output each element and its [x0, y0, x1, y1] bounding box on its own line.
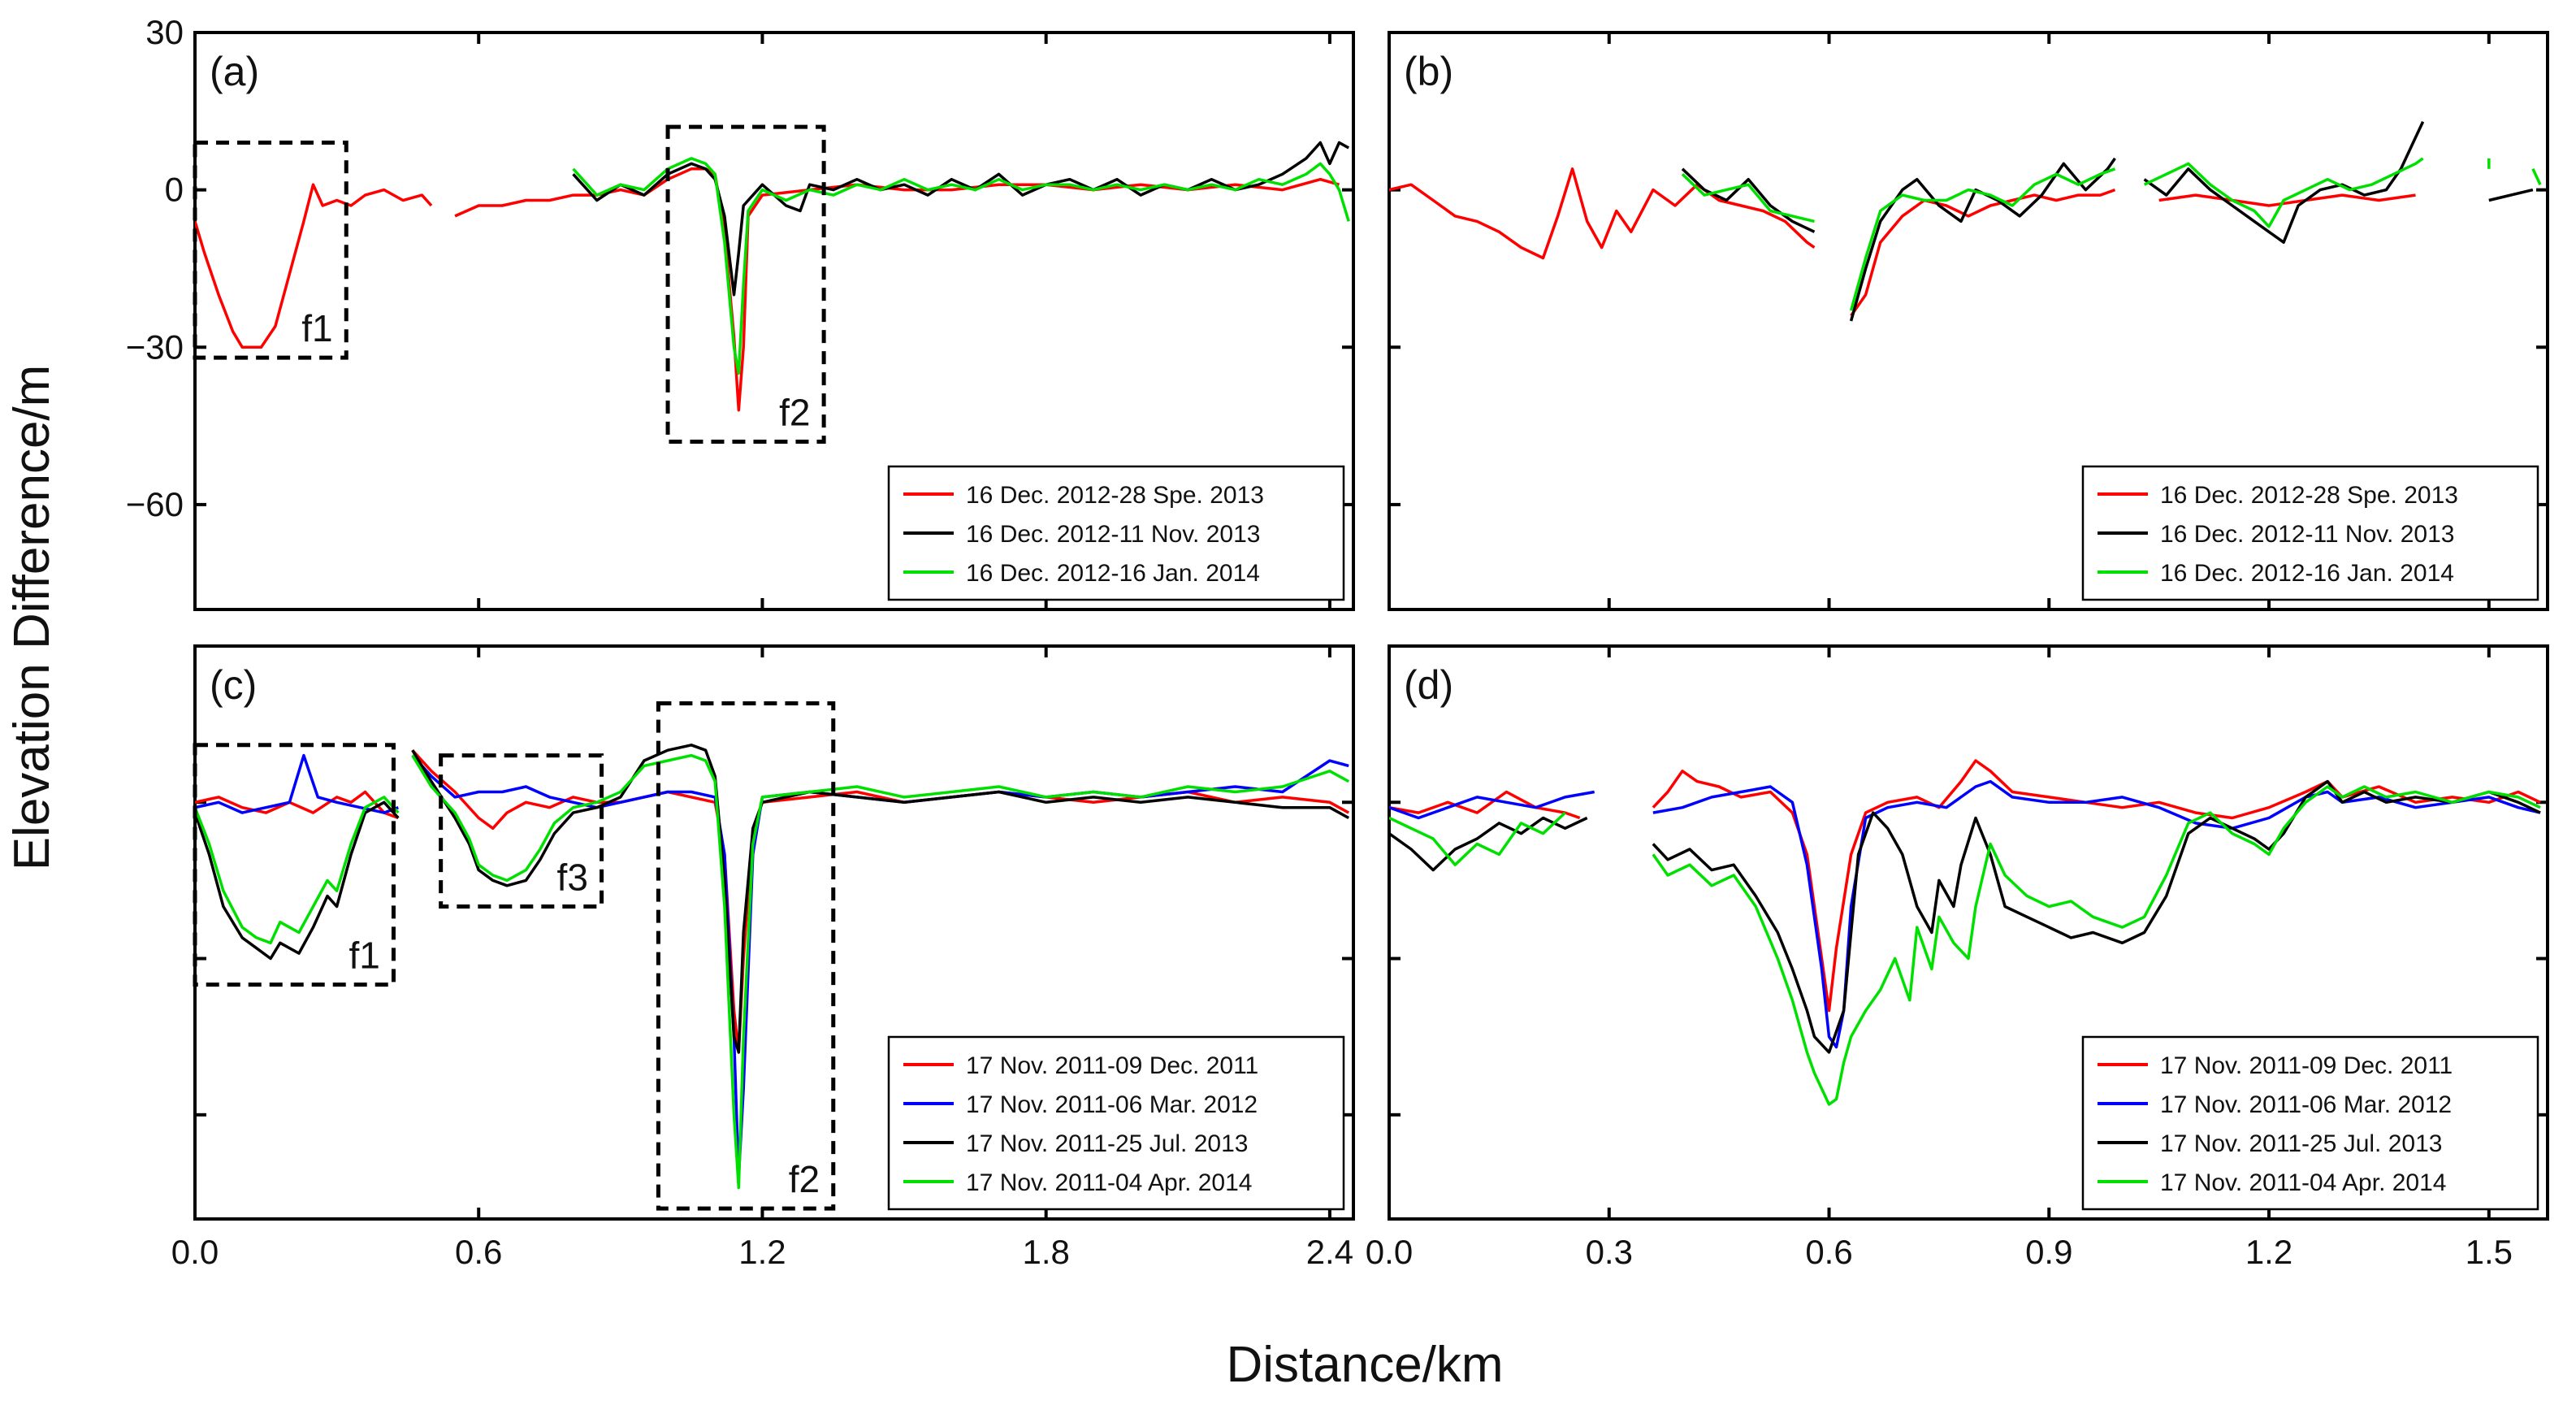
series-group [1389, 759, 2541, 1106]
x-tick-label: 1.2 [738, 1233, 786, 1271]
x-tick-label: 0.9 [2025, 1233, 2072, 1271]
x-tick-label: 1.8 [1022, 1233, 1069, 1271]
series-line-2 [1389, 790, 1595, 820]
legend-label-2: 16 Dec. 2012-11 Nov. 2013 [2160, 521, 2454, 548]
series-line-1 [2158, 193, 2416, 207]
legend-label-4: 17 Nov. 2011-04 Apr. 2014 [2160, 1169, 2447, 1196]
series-line-1 [1389, 167, 1816, 260]
x-tick-label: 0.6 [1805, 1233, 1852, 1271]
panel-a: 30 0 −30 −60 f1 f2 (a) 16 Dec. 2012-28 Spe. 201… [126, 13, 1355, 611]
series-line-3 [572, 157, 1350, 375]
series-line-4 [1652, 785, 2541, 1106]
legend: 16 Dec. 2012-28 Spe. 2013 16 Dec. 2012-11… [2081, 465, 2539, 601]
series-line-4 [195, 796, 400, 945]
x-axis-title: Distance/km [1226, 1337, 1503, 1393]
panel-frame [1388, 644, 2549, 1221]
series-line-2 [572, 141, 1350, 297]
annotation-box-f2 [656, 701, 836, 1211]
legend-label-3: 17 Nov. 2011-25 Jul. 2013 [2160, 1130, 2442, 1157]
series-line-3 [1849, 167, 2116, 311]
series-line-1 [411, 749, 1350, 1054]
series-line-3 [1681, 173, 1815, 223]
x-tick-label: 0.0 [1366, 1233, 1413, 1271]
legend-label-2: 16 Dec. 2012-11 Nov. 2013 [966, 521, 1260, 548]
series-line-3 [1389, 816, 1588, 872]
series-line-1 [1850, 188, 2116, 317]
legend-label-1: 17 Nov. 2011-09 Dec. 2011 [966, 1052, 1258, 1079]
legend-label-1: 16 Dec. 2012-28 Spe. 2013 [2160, 482, 2458, 509]
series-line-3 [411, 744, 1350, 1054]
annotation-box-f1 [193, 141, 349, 360]
legend-box [887, 1035, 1345, 1211]
series-line-4 [1389, 811, 1566, 866]
legend-box [2081, 1035, 2539, 1211]
legend: 17 Nov. 2011-09 Dec. 2011 17 Nov. 2011-06… [2081, 1035, 2539, 1211]
legend-label-1: 17 Nov. 2011-09 Dec. 2011 [2160, 1052, 2453, 1079]
series-group [1389, 120, 2542, 322]
x-tick-label: 0.3 [1586, 1233, 1633, 1271]
legend: 17 Nov. 2011-09 Dec. 2011 17 Nov. 2011-06… [887, 1035, 1345, 1211]
series-line-1 [1389, 790, 1581, 820]
y-axis-title: Elevation Difference/m [4, 365, 60, 871]
panel-label-b: (b) [1404, 49, 1453, 94]
series-line-2 [1681, 167, 1816, 233]
legend-box [2081, 465, 2539, 601]
legend-label-3: 17 Nov. 2011-25 Jul. 2013 [966, 1130, 1248, 1157]
panel-c: 0.0 0.6 1.2 1.8 2.4 f1 f3 f2 (c) 17 Nov. 2011-09 … [171, 644, 1355, 1271]
x-tick-label: 2.4 [1306, 1233, 1353, 1271]
series-line-1 [195, 790, 399, 820]
series-line-1 [195, 183, 433, 349]
series-group [195, 141, 1350, 412]
series-line-1 [454, 167, 1340, 412]
legend-label-3: 16 Dec. 2012-16 Jan. 2014 [966, 560, 1260, 587]
y-tick-label: −60 [126, 485, 184, 523]
annotation-box-f2 [665, 124, 826, 444]
panel-label-d: (d) [1404, 662, 1453, 708]
x-tick-label: 1.5 [2466, 1233, 2513, 1271]
legend-label-2: 17 Nov. 2011-06 Mar. 2012 [966, 1091, 1258, 1118]
y-tick-label: −30 [126, 327, 184, 366]
annotation-box-f3 [439, 753, 604, 909]
legend-label-1: 16 Dec. 2012-28 Spe. 2013 [966, 482, 1264, 509]
legend-label-2: 17 Nov. 2011-06 Mar. 2012 [2160, 1091, 2452, 1118]
y-tick-label: 0 [165, 171, 184, 209]
series-line-2 [411, 754, 1349, 1179]
series-line-3 [1652, 779, 2541, 1054]
panel-label-c: (c) [210, 662, 257, 708]
panel-frame [1388, 31, 2549, 611]
series-group [195, 744, 1350, 1190]
x-tick-label: 0.6 [455, 1233, 502, 1271]
annotation-label-f3: f3 [557, 856, 588, 898]
x-tick-label: 0.0 [171, 1233, 219, 1271]
legend: 16 Dec. 2012-28 Spe. 2013 16 Dec. 2012-11… [887, 465, 1345, 601]
series-line-3 [195, 800, 400, 961]
panels: 30 0 −30 −60 f1 f2 (a) 16 Dec. 2012-28 Spe. 201… [126, 13, 2549, 1271]
series-line-2 [2488, 188, 2534, 202]
legend-box [887, 465, 1345, 601]
series-line-2 [1849, 157, 2116, 322]
series-line-3 [2531, 168, 2542, 185]
series-line-3 [2143, 157, 2424, 228]
legend-label-3: 16 Dec. 2012-16 Jan. 2014 [2160, 560, 2454, 587]
series-line-4 [411, 753, 1350, 1190]
x-tick-label: 1.2 [2245, 1233, 2292, 1271]
annotation-label-f2: f2 [789, 1158, 820, 1200]
y-tick-label: 30 [145, 13, 184, 51]
panel-label-a: (a) [210, 49, 259, 94]
annotation-label-f1: f1 [349, 935, 379, 977]
annotation-box-f1 [193, 743, 396, 987]
legend-label-4: 17 Nov. 2011-04 Apr. 2014 [966, 1169, 1253, 1196]
series-line-2 [2143, 120, 2425, 244]
series-line-2 [1652, 779, 2541, 1049]
series-line-2 [195, 753, 399, 814]
annotation-label-f1: f1 [301, 307, 332, 349]
panel-d: 0.0 0.3 0.6 0.9 1.2 1.5 (d) 17 Nov. 2011-09 Dec… [1366, 644, 2549, 1271]
annotation-label-f2: f2 [779, 391, 810, 433]
